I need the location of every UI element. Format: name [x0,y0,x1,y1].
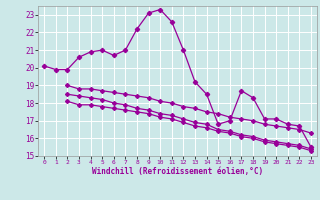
X-axis label: Windchill (Refroidissement éolien,°C): Windchill (Refroidissement éolien,°C) [92,167,263,176]
